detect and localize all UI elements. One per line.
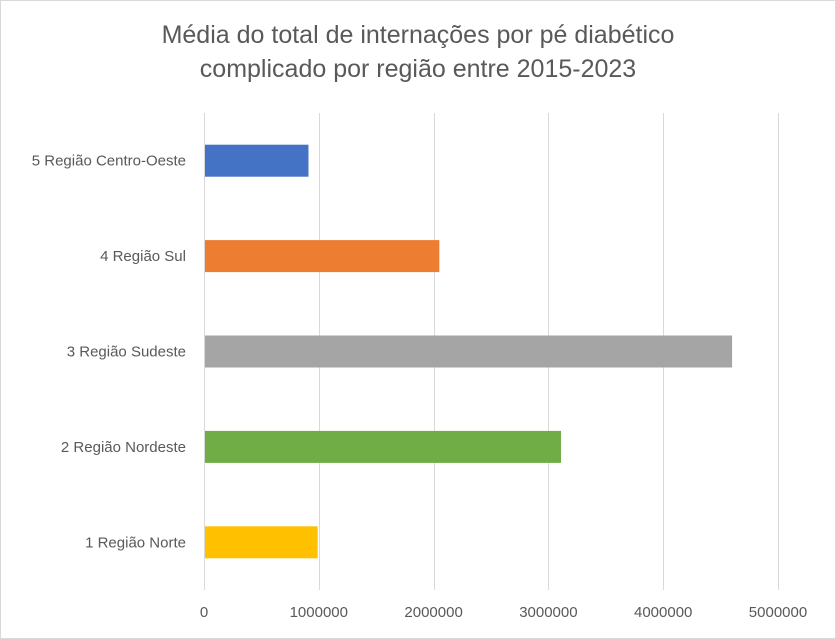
x-tick-label: 4000000 xyxy=(634,604,692,621)
x-tick-label: 0 xyxy=(200,604,208,621)
chart-title-line-1: Média do total de internações por pé dia… xyxy=(161,21,675,49)
x-tick-label: 1000000 xyxy=(290,604,348,621)
y-tick-label: 2 Região Nordeste xyxy=(61,439,186,456)
x-tick-label: 2000000 xyxy=(404,604,462,621)
y-tick-label: 1 Região Norte xyxy=(85,534,186,551)
bar xyxy=(205,430,562,463)
x-tick-label: 3000000 xyxy=(519,604,577,621)
chart-title-line-2: complicado por região entre 2015-2023 xyxy=(199,55,637,83)
bar xyxy=(205,526,318,559)
bar xyxy=(205,240,440,273)
bar xyxy=(205,144,309,177)
bar xyxy=(205,335,733,368)
y-tick-label: 5 Região Centro-Oeste xyxy=(32,153,186,170)
y-tick-label: 3 Região Sudeste xyxy=(67,344,186,361)
x-tick-label: 5000000 xyxy=(749,604,807,621)
y-tick-label: 4 Região Sul xyxy=(100,248,186,265)
chart-title: Média do total de internações por pé dia… xyxy=(0,18,836,86)
